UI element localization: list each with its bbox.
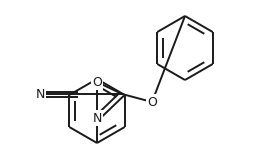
Text: N: N — [35, 88, 45, 101]
Text: O: O — [92, 75, 102, 88]
Text: O: O — [147, 95, 157, 108]
Text: N: N — [92, 112, 102, 125]
